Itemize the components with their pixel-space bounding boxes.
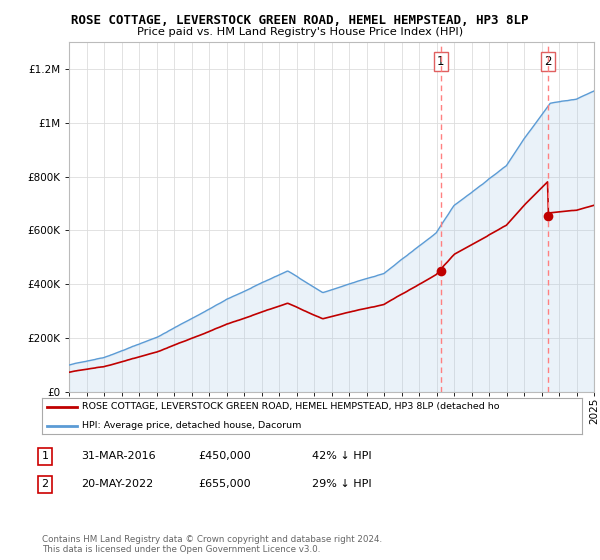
- Text: ROSE COTTAGE, LEVERSTOCK GREEN ROAD, HEMEL HEMPSTEAD, HP3 8LP: ROSE COTTAGE, LEVERSTOCK GREEN ROAD, HEM…: [71, 14, 529, 27]
- Text: 1: 1: [41, 451, 49, 461]
- Text: ROSE COTTAGE, LEVERSTOCK GREEN ROAD, HEMEL HEMPSTEAD, HP3 8LP (detached ho: ROSE COTTAGE, LEVERSTOCK GREEN ROAD, HEM…: [83, 402, 500, 411]
- Text: 29% ↓ HPI: 29% ↓ HPI: [312, 479, 371, 489]
- Text: 2: 2: [41, 479, 49, 489]
- Text: 1: 1: [437, 55, 445, 68]
- Text: Price paid vs. HM Land Registry's House Price Index (HPI): Price paid vs. HM Land Registry's House …: [137, 27, 463, 37]
- Text: 42% ↓ HPI: 42% ↓ HPI: [312, 451, 371, 461]
- Text: £450,000: £450,000: [198, 451, 251, 461]
- Text: 2: 2: [544, 55, 552, 68]
- Text: Contains HM Land Registry data © Crown copyright and database right 2024.
This d: Contains HM Land Registry data © Crown c…: [42, 535, 382, 554]
- Text: 20-MAY-2022: 20-MAY-2022: [81, 479, 153, 489]
- Text: 31-MAR-2016: 31-MAR-2016: [81, 451, 155, 461]
- Text: £655,000: £655,000: [198, 479, 251, 489]
- Text: HPI: Average price, detached house, Dacorum: HPI: Average price, detached house, Daco…: [83, 422, 302, 431]
